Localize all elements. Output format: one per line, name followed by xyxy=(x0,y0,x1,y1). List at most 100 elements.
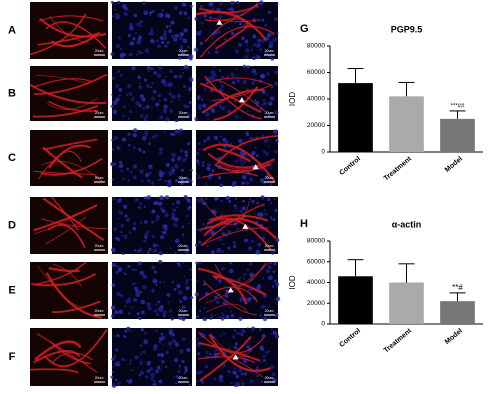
nucleus xyxy=(150,220,153,223)
nucleus xyxy=(139,270,144,275)
nucleus xyxy=(143,78,148,82)
nucleus xyxy=(230,313,235,318)
nucleus xyxy=(139,352,143,355)
nucleus xyxy=(137,75,142,80)
nucleus xyxy=(263,354,266,358)
nucleus xyxy=(163,82,169,87)
nucleus xyxy=(179,156,181,159)
nucleus xyxy=(267,145,270,147)
row-label: A xyxy=(8,24,16,36)
micrograph: 20um xyxy=(110,0,194,61)
nucleus xyxy=(151,135,155,139)
fiber xyxy=(45,272,103,319)
nucleus xyxy=(139,94,145,99)
nucleus xyxy=(228,27,231,30)
nucleus xyxy=(145,105,150,109)
nucleus xyxy=(117,0,121,5)
nucleus xyxy=(137,261,142,266)
nucleus xyxy=(188,383,191,386)
nucleus xyxy=(268,316,271,319)
nucleus xyxy=(183,252,186,255)
nucleus xyxy=(114,310,119,315)
nucleus xyxy=(161,8,165,12)
nucleus xyxy=(164,13,170,18)
nucleus xyxy=(189,278,192,281)
fiber xyxy=(41,161,104,183)
nucleus xyxy=(129,41,135,46)
nucleus xyxy=(141,285,147,290)
nucleus xyxy=(259,327,262,331)
nucleus xyxy=(179,128,183,132)
fiber xyxy=(51,352,93,364)
nucleus xyxy=(195,380,199,383)
nucleus xyxy=(218,377,224,383)
fiber xyxy=(200,215,246,231)
nucleus xyxy=(146,369,151,373)
nucleus xyxy=(195,159,200,164)
nucleus xyxy=(157,353,161,357)
nucleus xyxy=(260,39,265,43)
y-tick-label: 0 xyxy=(321,321,325,328)
nucleus xyxy=(266,37,270,41)
bar xyxy=(440,301,475,324)
fiber xyxy=(202,143,276,183)
scale-bar-label: 20um xyxy=(265,49,274,53)
nucleus xyxy=(185,286,190,291)
nucleus xyxy=(133,13,138,18)
nucleus xyxy=(240,332,244,336)
nucleus xyxy=(111,371,114,374)
nucleus xyxy=(117,381,121,386)
nucleus xyxy=(157,65,163,71)
nucleus xyxy=(141,135,147,141)
nucleus xyxy=(178,56,182,60)
micrograph: 20um xyxy=(110,128,193,188)
nucleus xyxy=(163,30,167,34)
nucleus xyxy=(242,64,246,68)
nucleus xyxy=(171,280,174,283)
nucleus xyxy=(269,96,275,101)
nucleus xyxy=(267,101,273,106)
nucleus xyxy=(182,3,187,7)
nucleus xyxy=(111,314,115,318)
nucleus xyxy=(132,146,136,150)
nucleus xyxy=(190,296,194,300)
nucleus xyxy=(143,220,148,224)
nucleus xyxy=(136,312,140,316)
nucleus xyxy=(235,381,240,386)
nucleus xyxy=(202,316,208,322)
fiber xyxy=(216,135,278,165)
nucleus xyxy=(158,336,164,342)
nucleus xyxy=(257,38,261,43)
nucleus xyxy=(234,22,236,25)
nucleus xyxy=(149,11,153,15)
nucleus xyxy=(264,51,269,56)
nucleus xyxy=(263,101,267,106)
nucleus xyxy=(189,77,194,82)
nucleus xyxy=(116,146,120,149)
nucleus xyxy=(201,161,205,164)
nucleus xyxy=(268,275,273,281)
nucleus xyxy=(187,67,190,70)
nucleus xyxy=(253,99,257,102)
nucleus xyxy=(173,74,178,79)
nucleus xyxy=(139,202,143,206)
nucleus xyxy=(110,375,114,379)
nucleus xyxy=(150,376,155,381)
nucleus xyxy=(123,234,128,239)
fiber xyxy=(38,15,104,22)
y-tick-label: 60000 xyxy=(307,69,325,76)
nucleus xyxy=(176,284,181,289)
scale-bar-label: 20um xyxy=(179,244,188,248)
nucleus xyxy=(176,245,180,248)
nucleus xyxy=(214,357,217,360)
fiber xyxy=(33,204,98,232)
nucleus xyxy=(139,114,144,118)
nucleus xyxy=(152,243,157,248)
nucleus xyxy=(220,250,224,254)
nucleus xyxy=(170,20,175,25)
fiber xyxy=(48,267,80,273)
nucleus xyxy=(183,371,186,374)
nucleus xyxy=(197,352,201,356)
nucleus xyxy=(127,83,132,89)
nucleus xyxy=(233,1,236,4)
